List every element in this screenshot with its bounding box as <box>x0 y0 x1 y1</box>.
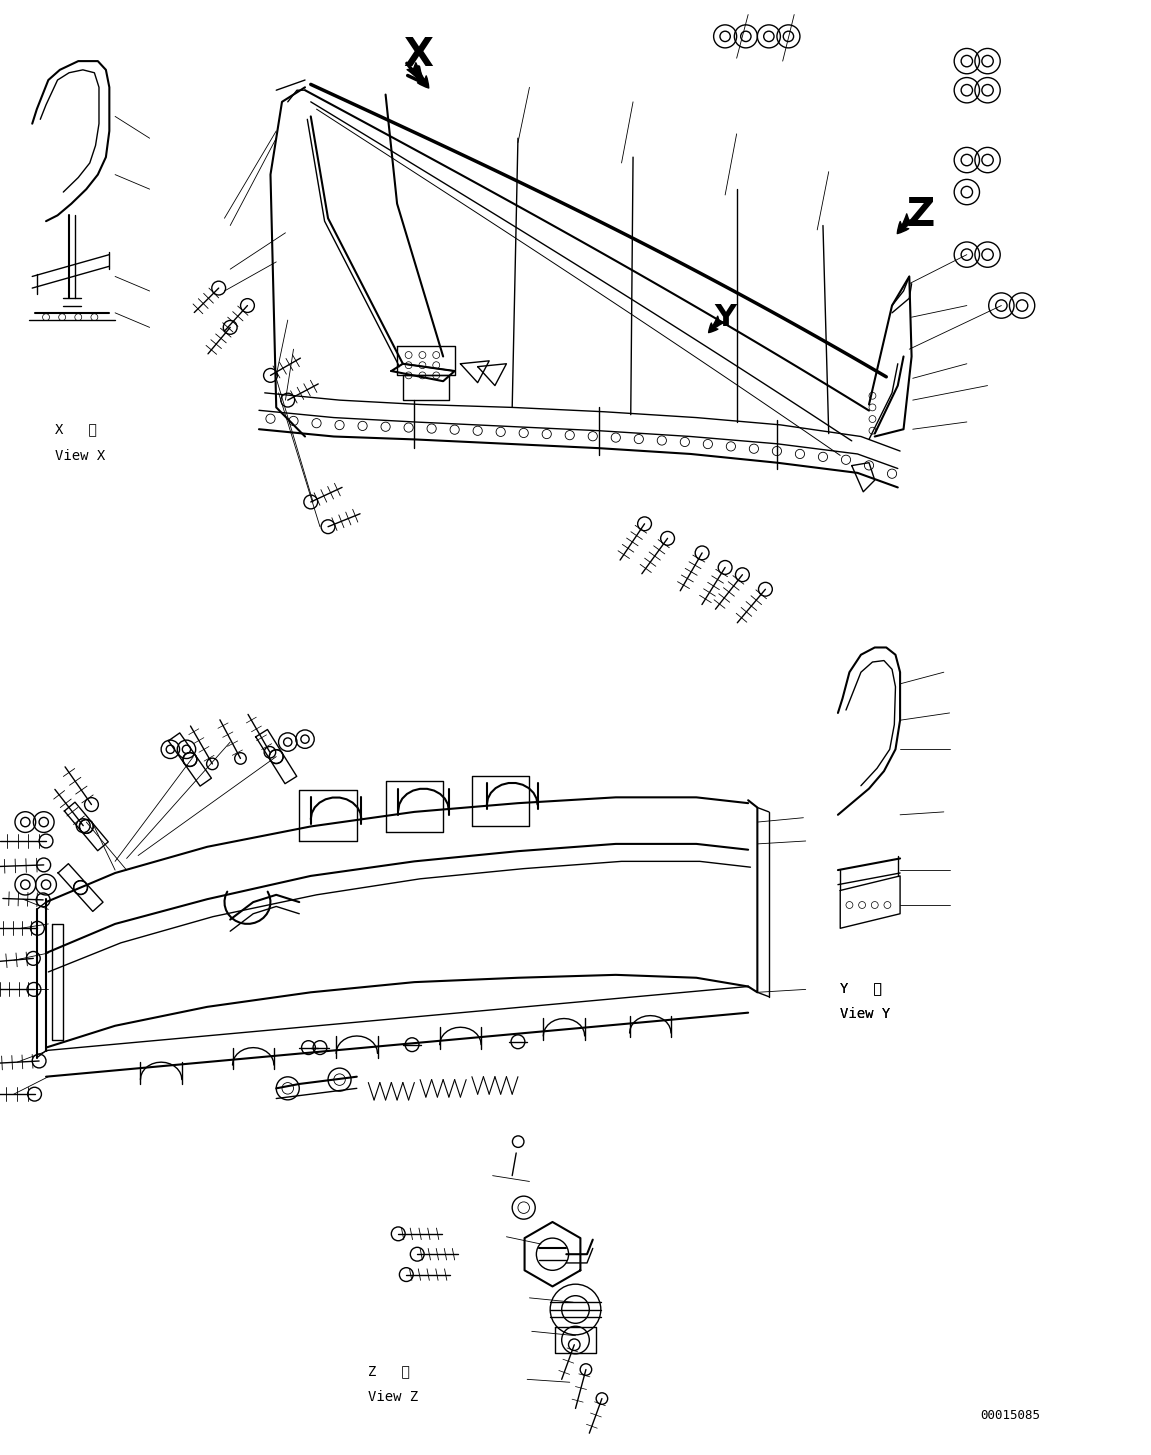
Text: View X: View X <box>55 448 106 463</box>
Text: X   観: X 観 <box>55 422 97 436</box>
Text: View Y: View Y <box>840 1007 891 1021</box>
Text: Y   観: Y 観 <box>840 981 882 995</box>
Text: View Y: View Y <box>840 1007 891 1021</box>
Text: X: X <box>403 36 433 74</box>
Text: View Z: View Z <box>368 1390 419 1404</box>
Text: Z   観: Z 観 <box>368 1363 410 1378</box>
Text: Y   観: Y 観 <box>840 981 882 995</box>
Text: Y: Y <box>714 303 737 332</box>
Text: Z: Z <box>907 196 935 234</box>
Text: 00015085: 00015085 <box>981 1408 1041 1422</box>
